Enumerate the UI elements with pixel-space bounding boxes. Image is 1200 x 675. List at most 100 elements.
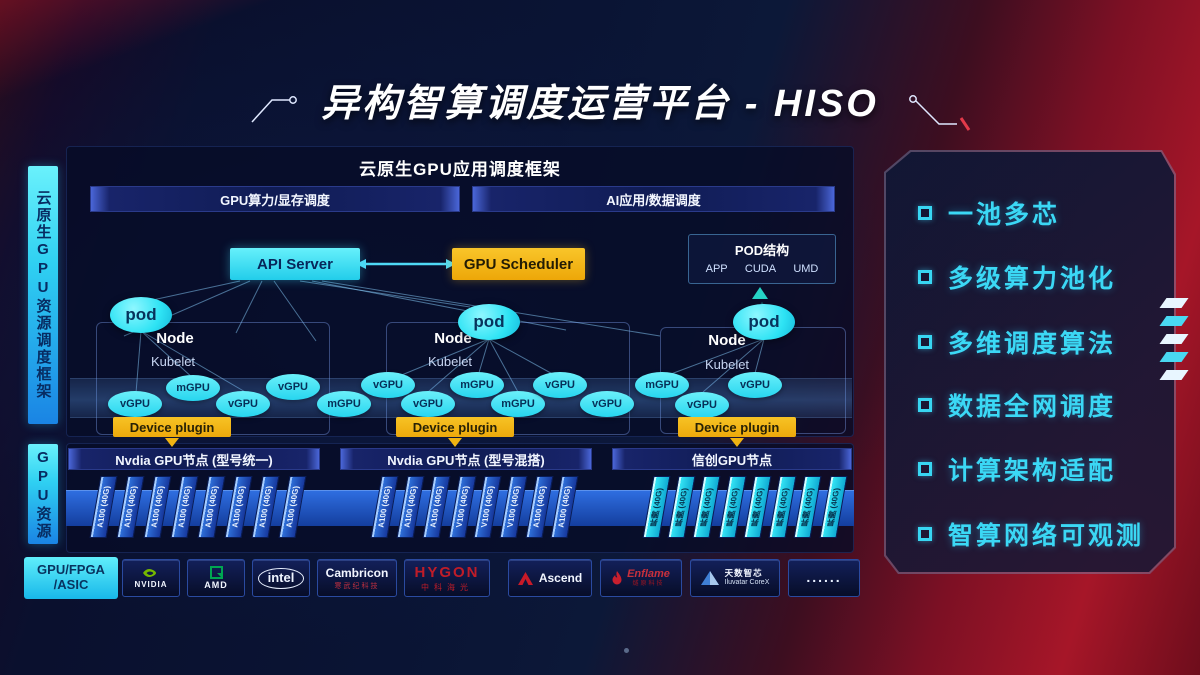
- feature-bullet-icon: [918, 462, 932, 476]
- feature-label: 多级算力池化: [948, 265, 1117, 293]
- feature-bullet-icon: [918, 270, 932, 284]
- device-plugin-box-2: Device plugin: [396, 417, 514, 437]
- gpu-ellipse: mGPU: [166, 375, 220, 401]
- gpu-ellipse: vGPU: [266, 374, 320, 400]
- features-panel-bg: [886, 152, 1174, 572]
- feature-label: 计算架构适配: [948, 457, 1117, 485]
- feature-item: 数据全网调度: [918, 387, 1116, 423]
- hazard-stripe-icon: [1159, 298, 1189, 308]
- vendor-sublabel: Iluvatar CoreX: [724, 578, 770, 586]
- gpu-group-label-1: Nvdia GPU节点 (型号统一): [68, 448, 320, 470]
- hazard-stripe-icon: [1159, 334, 1189, 344]
- vendor-box-intel: intel: [252, 559, 310, 597]
- gpu-ellipse: vGPU: [580, 391, 634, 417]
- feature-bullet-icon: [918, 527, 932, 541]
- hazard-stripe-icon: [1159, 316, 1189, 326]
- vendor-label: NVIDIA: [134, 580, 168, 589]
- vendor-box-nvidia: NVIDIA: [122, 559, 180, 597]
- feature-bullet-icon: [918, 206, 932, 220]
- vendor-header-box: GPU/FPGA /ASIC: [24, 557, 118, 599]
- vendor-box-cambricon: Cambricon 寒武纪科技: [317, 559, 397, 597]
- hazard-stripe-icon: [1159, 370, 1189, 380]
- amd-logo-icon: [209, 566, 223, 579]
- framework-header: 云原生GPU应用调度框架: [359, 160, 561, 179]
- vendor-label: Cambricon: [325, 565, 389, 580]
- gpu-ellipse: mGPU: [450, 372, 504, 398]
- vendor-label: ......: [806, 569, 842, 586]
- feature-item: 多级算力池化: [918, 259, 1116, 295]
- device-plugin-box-3: Device plugin: [678, 417, 796, 437]
- features-panel: [884, 150, 1176, 574]
- nvidia-logo-icon: [143, 569, 156, 577]
- vendor-box-iluvatar: 天数智芯 Iluvatar CoreX: [690, 559, 780, 597]
- title-deco-left-icon: [251, 96, 297, 123]
- device-plugin-box-1: Device plugin: [113, 417, 231, 437]
- gpu-scheduler-box: GPU Scheduler: [452, 248, 585, 280]
- pod-structure-item-umd: UMD: [793, 263, 819, 275]
- sidebar-gpu-resources-label: GPU资源: [34, 448, 52, 540]
- vendor-box-amd: AMD: [187, 559, 245, 597]
- vendor-box-hygon: HYGON 中科海光: [404, 559, 490, 597]
- pod-structure-item-app: APP: [705, 263, 728, 275]
- pod-upload-arrow-icon: [752, 287, 768, 299]
- gpu-ellipse: mGPU: [491, 391, 545, 417]
- vendor-sublabel: 寒武纪科技: [334, 582, 380, 590]
- feature-label: 智算网络可观测: [948, 522, 1145, 550]
- gpu-ellipse: vGPU: [401, 391, 455, 417]
- vendor-sublabel: 中科海光: [421, 582, 473, 592]
- gpu-ellipse: vGPU: [216, 391, 270, 417]
- hazard-stripe-icon: [1159, 352, 1189, 362]
- vendor-header-line1: GPU/FPGA: [37, 562, 105, 578]
- gpu-ellipse: vGPU: [533, 372, 587, 398]
- gpu-group-label-2: Nvdia GPU节点 (型号混搭): [340, 448, 592, 470]
- vendor-label: AMD: [204, 580, 228, 590]
- feature-label: 一池多芯: [948, 201, 1061, 229]
- feature-label: 多维调度算法: [948, 330, 1117, 358]
- footer-dot-icon: [624, 648, 629, 653]
- feature-bullet-icon: [918, 398, 932, 412]
- node-2-kubelet-label: Kubelet: [427, 354, 473, 369]
- iluvatar-logo-icon: [700, 571, 719, 585]
- vendor-label: Ascend: [538, 571, 583, 585]
- vendor-box-ascend: Ascend: [508, 559, 592, 597]
- sidebar-gpu-resources-bar: GPU资源: [28, 444, 58, 544]
- feature-item: 计算架构适配: [918, 451, 1116, 487]
- pod-structure-item-cuda: CUDA: [744, 263, 777, 275]
- pod-structure-title: POD结构: [734, 243, 790, 258]
- pod-ellipse-3: pod: [733, 304, 795, 340]
- intel-logo-icon: intel: [257, 567, 305, 589]
- gpu-ellipse: vGPU: [675, 392, 729, 418]
- ascend-logo-icon: [517, 571, 533, 585]
- vendor-sublabel: 燧原科技: [632, 581, 665, 587]
- vendor-header-line2: /ASIC: [53, 577, 89, 592]
- gpu-ellipse: vGPU: [361, 372, 415, 398]
- gpu-ellipse: mGPU: [317, 391, 371, 417]
- vendor-label: 天数智芯: [724, 568, 763, 579]
- sidebar-framework-bar: 云原生GPU资源调度框架: [28, 166, 58, 424]
- gpu-ellipse: vGPU: [108, 391, 162, 417]
- node-1-kubelet-label: Kubelet: [150, 354, 196, 369]
- pod-ellipse-1: pod: [110, 297, 172, 333]
- pod-ellipse-2: pod: [458, 304, 520, 340]
- feature-label: 数据全网调度: [948, 393, 1117, 421]
- vendor-box-enflame: Enflame 燧原科技: [600, 559, 682, 597]
- title-deco-right-icon: [909, 95, 971, 131]
- vendor-label: Enflame: [627, 567, 670, 580]
- api-server-box: API Server: [230, 248, 360, 280]
- enflame-logo-icon: [612, 570, 622, 584]
- gpu-group-label-3: 信创GPU节点: [612, 448, 852, 470]
- feature-item: 智算网络可观测: [918, 516, 1144, 552]
- vendor-label: HYGON: [414, 563, 480, 581]
- scheduling-bar-ai: AI应用/数据调度: [472, 186, 835, 212]
- sidebar-framework-label: 云原生GPU资源调度框架: [34, 190, 52, 400]
- gpu-ellipse: mGPU: [635, 372, 689, 398]
- feature-item: 一池多芯: [918, 195, 1060, 231]
- vendor-box-others: ......: [788, 559, 860, 597]
- device-plugin-arrow-icon: [165, 438, 179, 447]
- device-plugin-arrow-icon: [730, 438, 744, 447]
- node-3-kubelet-label: Kubelet: [704, 357, 750, 372]
- feature-item: 多维调度算法: [918, 324, 1116, 360]
- feature-bullet-icon: [918, 335, 932, 349]
- scheduling-bar-gpu: GPU算力/显存调度: [90, 186, 460, 212]
